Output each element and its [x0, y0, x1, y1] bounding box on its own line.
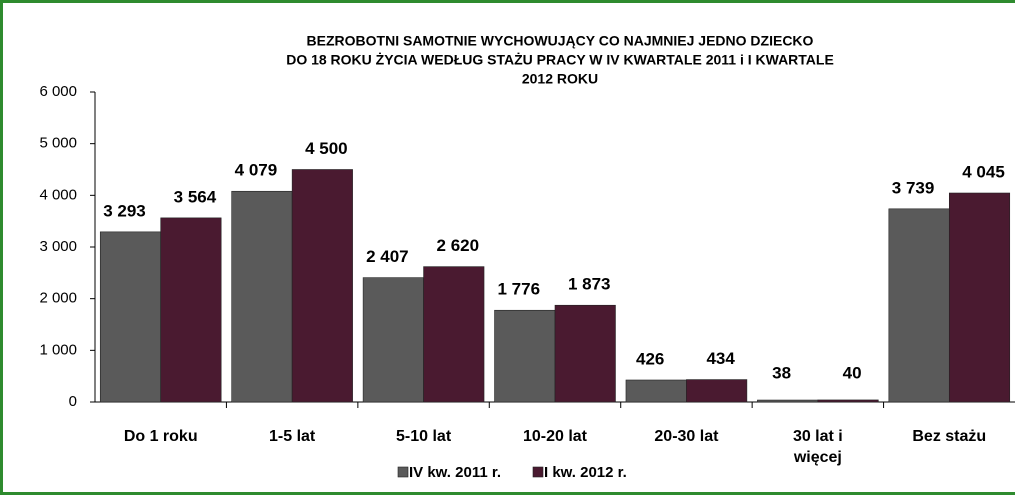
bar: [888, 208, 950, 403]
x-tick-label: Do 1 roku: [124, 428, 198, 445]
x-tick-label: 5-10 lat: [396, 428, 452, 445]
chart-title: DO 18 ROKU ŻYCIA WEDŁUG STAŻU PRACY W IV…: [286, 52, 834, 68]
x-tick-label: 20-30 lat: [654, 428, 719, 445]
value-label: 3 564: [174, 187, 217, 206]
value-label: 3 739: [892, 178, 935, 197]
bar: [757, 399, 819, 403]
bar: [686, 379, 748, 403]
bar: [625, 379, 687, 403]
y-tick-label: 4 000: [39, 186, 77, 203]
bar: [817, 399, 879, 403]
bar: [494, 309, 556, 403]
bar: [554, 304, 616, 403]
value-label: 434: [706, 349, 735, 368]
y-tick-label: 5 000: [39, 135, 77, 152]
value-label: 40: [843, 363, 862, 382]
bar: [362, 277, 424, 403]
bar: [99, 231, 162, 403]
bar: [291, 169, 353, 403]
value-label: 2 620: [437, 236, 480, 255]
value-label: 4 045: [962, 162, 1005, 181]
legend-label: IV kw. 2011 r.: [409, 464, 501, 481]
y-tick-label: 1 000: [39, 341, 77, 358]
legend-swatch: [397, 466, 409, 478]
bar: [948, 192, 1011, 403]
bar: [231, 190, 293, 403]
value-label: 1 873: [568, 275, 611, 294]
y-tick-label: 6 000: [39, 83, 77, 100]
value-label: 3 293: [103, 201, 146, 220]
value-label: 4 079: [235, 161, 278, 180]
value-label: 426: [636, 349, 664, 368]
y-tick-label: 0: [69, 393, 77, 410]
y-tick-label: 3 000: [39, 238, 77, 255]
chart-title: 2012 ROKU: [522, 71, 598, 87]
bar: [423, 266, 485, 403]
y-tick-label: 2 000: [39, 290, 77, 307]
legend-swatch: [532, 466, 544, 478]
x-tick-label: Bez stażu: [912, 428, 986, 445]
value-label: 2 407: [366, 247, 409, 266]
bar: [160, 217, 222, 403]
x-tick-label: 1-5 lat: [269, 428, 316, 445]
x-tick-label: 10-20 lat: [523, 428, 588, 445]
x-tick-label: 30 lat i więcej: [793, 428, 843, 466]
value-label: 1 776: [497, 280, 540, 299]
value-label: 4 500: [305, 139, 348, 158]
chart-title: BEZROBOTNI SAMOTNIE WYCHOWUJĄCY CO NAJMN…: [307, 33, 814, 49]
legend-label: I kw. 2012 r.: [544, 464, 627, 481]
value-label: 38: [772, 364, 791, 383]
